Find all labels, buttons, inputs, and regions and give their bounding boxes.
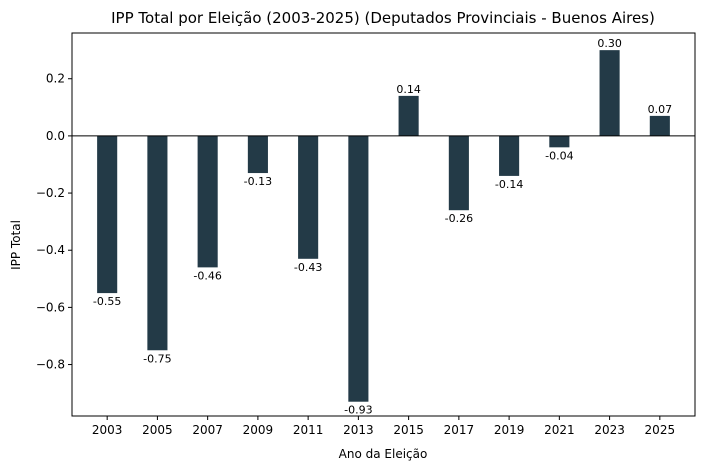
bar-2023 xyxy=(599,50,620,136)
x-tick-label: 2011 xyxy=(293,423,324,437)
bar-2003 xyxy=(97,135,118,294)
bar-2017 xyxy=(448,135,469,211)
x-tick-label: 2003 xyxy=(92,423,123,437)
y-tick-label: 0.2 xyxy=(46,72,65,86)
data-label-2019: -0.14 xyxy=(495,178,523,191)
bar-2007 xyxy=(197,135,218,268)
y-tick-label: −0.4 xyxy=(36,243,65,257)
y-axis-label: IPP Total xyxy=(9,220,23,270)
x-tick-label: 2013 xyxy=(343,423,374,437)
y-tick-label: −0.6 xyxy=(36,300,65,314)
plot-frame xyxy=(71,32,696,417)
bar-2011 xyxy=(298,135,319,259)
data-label-2023: 0.30 xyxy=(597,37,622,50)
data-label-2009: -0.13 xyxy=(244,175,272,188)
x-tick-label: 2019 xyxy=(494,423,525,437)
bar-2013 xyxy=(348,135,369,402)
data-label-2007: -0.46 xyxy=(193,269,221,282)
x-tick-label: 2005 xyxy=(142,423,173,437)
y-tick-label: 0.0 xyxy=(46,129,65,143)
chart-title: IPP Total por Eleição (2003-2025) (Deput… xyxy=(111,9,655,27)
y-tick-label: −0.2 xyxy=(36,186,65,200)
data-label-2003: -0.55 xyxy=(93,295,121,308)
y-tick-label: −0.8 xyxy=(36,358,65,372)
data-label-2013: -0.93 xyxy=(344,404,372,417)
data-label-2021: -0.04 xyxy=(545,149,573,162)
data-label-2015: 0.14 xyxy=(396,83,421,96)
x-tick-label: 2007 xyxy=(192,423,223,437)
data-label-2017: -0.26 xyxy=(445,212,473,225)
plot-area: -0.55 -0.75 -0.46 -0.13 -0.43 -0.93 0.14 -0.26 -… xyxy=(36,32,696,437)
x-tick-label: 2017 xyxy=(444,423,475,437)
x-tick-label: 2009 xyxy=(243,423,274,437)
bar-2009 xyxy=(247,135,268,174)
bar-2005 xyxy=(147,135,168,351)
data-label-2011: -0.43 xyxy=(294,261,322,274)
data-label-2025: 0.07 xyxy=(648,103,673,116)
bar-2021 xyxy=(549,135,570,148)
x-tick-label: 2021 xyxy=(544,423,575,437)
x-tick-label: 2015 xyxy=(393,423,424,437)
x-axis-label: Ano da Eleição xyxy=(339,447,428,461)
bar-2025 xyxy=(649,115,670,136)
data-label-2005: -0.75 xyxy=(143,352,171,365)
x-tick-label: 2023 xyxy=(594,423,625,437)
bar-2019 xyxy=(499,135,520,176)
bar-2015 xyxy=(398,95,419,136)
x-tick-label: 2025 xyxy=(645,423,676,437)
